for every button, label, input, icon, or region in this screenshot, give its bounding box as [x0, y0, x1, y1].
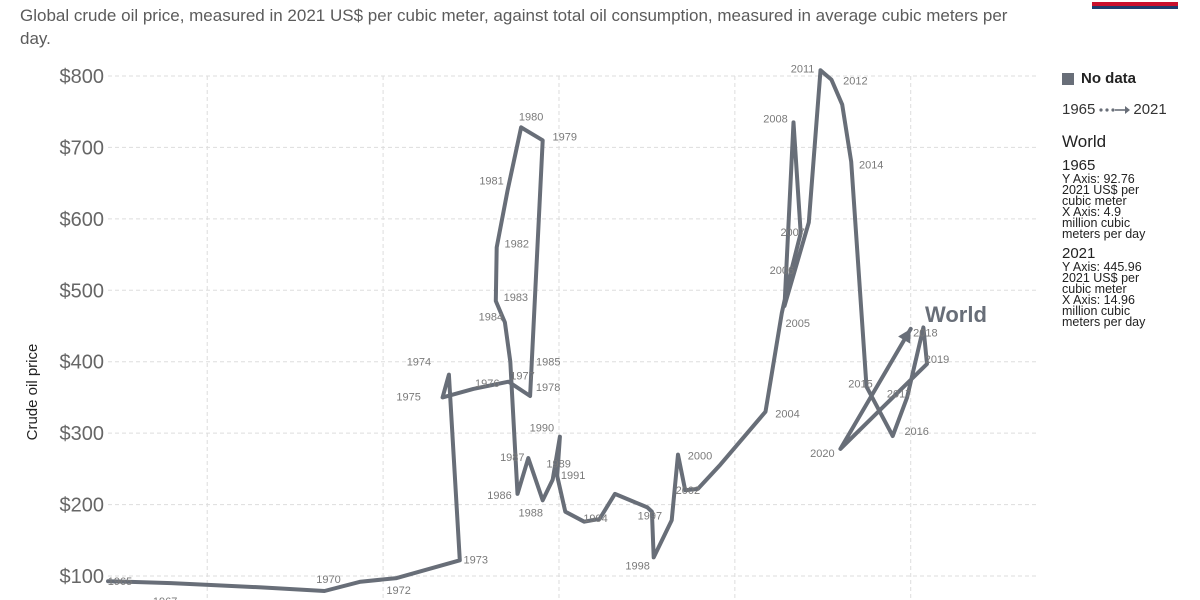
end-line: 2021 US$ per — [1062, 271, 1140, 285]
end-line: meters per day — [1062, 315, 1146, 329]
year-label: 1985 — [536, 357, 560, 369]
series-world[interactable] — [106, 68, 929, 593]
year-label: 2016 — [904, 426, 928, 438]
start-year: 1965 — [1062, 157, 1096, 174]
year-label: 2011 — [791, 63, 815, 75]
year-label: 1974 — [407, 357, 431, 369]
series-line-world — [106, 68, 929, 593]
time-range[interactable]: 1965 2021 — [1062, 101, 1192, 118]
year-label: 2017 — [887, 388, 911, 400]
year-label: 1973 — [464, 554, 488, 566]
year-label: 2012 — [843, 76, 867, 88]
y-tick-label: $200 — [60, 495, 105, 517]
legend-nodata[interactable]: No data — [1062, 70, 1192, 87]
year-label: 1980 — [519, 111, 543, 123]
y-tick-label: $300 — [60, 423, 105, 445]
year-label: 1979 — [552, 131, 576, 143]
entity-name: World — [1062, 132, 1107, 151]
end-line: X Axis: 14.96 — [1062, 293, 1135, 307]
year-label: 2014 — [859, 160, 883, 172]
year-label: 1982 — [504, 238, 528, 250]
time-start: 1965 — [1062, 101, 1096, 118]
year-label: 2007 — [780, 227, 804, 239]
flag-icon — [1092, 0, 1178, 9]
year-label: 1989 — [546, 459, 570, 471]
time-end: 2021 — [1133, 101, 1167, 118]
year-label: 1990 — [530, 423, 554, 435]
year-label: 1970 — [316, 574, 340, 586]
y-tick-label: $500 — [60, 280, 105, 302]
year-label: 1972 — [386, 585, 410, 597]
nodata-label: No data — [1081, 70, 1137, 87]
year-labels: 1965196719681969197019721973197419751976… — [108, 63, 949, 600]
start-line: Y Axis: 92.76 — [1062, 172, 1135, 186]
end-line: cubic meter — [1062, 282, 1127, 296]
year-label: 1991 — [561, 470, 585, 482]
year-label: 1986 — [487, 490, 511, 502]
y-tick-label: $600 — [60, 209, 105, 231]
year-label: 2002 — [676, 485, 700, 497]
y-tick-label: $400 — [60, 352, 105, 374]
end-year: 2021 — [1062, 245, 1096, 262]
start-line: cubic meter — [1062, 194, 1127, 208]
end-line: million cubic — [1062, 304, 1131, 318]
start-detail: 1965 Y Axis: 92.76 2021 US$ per cubic me… — [1062, 157, 1192, 241]
year-label: 1975 — [396, 391, 420, 403]
end-line: Y Axis: 445.96 — [1062, 260, 1142, 274]
year-label: 2006 — [770, 265, 794, 277]
start-line: million cubic — [1062, 216, 1131, 230]
year-label: 2019 — [925, 354, 949, 366]
time-arrow-icon — [1098, 105, 1131, 115]
year-label: 1987 — [500, 452, 524, 464]
year-label: 2018 — [913, 327, 937, 339]
nodata-swatch — [1062, 72, 1074, 85]
y-axis: $100 $200 $300 $400 $500 $600 $700 $800 — [60, 66, 105, 588]
year-label: 1981 — [479, 175, 503, 187]
year-label: 1988 — [518, 507, 542, 519]
start-line: meters per day — [1062, 227, 1146, 241]
end-detail: 2021 Y Axis: 445.96 2021 US$ per cubic m… — [1062, 245, 1192, 329]
chart-subtitle: Global crude oil price, measured in 2021… — [20, 6, 1008, 48]
year-label: 1994 — [583, 513, 607, 525]
year-label: 2015 — [848, 379, 872, 391]
y-tick-label: $100 — [60, 566, 105, 588]
y-tick-label: $800 — [60, 66, 105, 88]
year-label: 2008 — [763, 113, 787, 125]
chart-grid — [108, 75, 1037, 600]
year-label: 1978 — [536, 382, 560, 394]
year-label: 2000 — [688, 451, 712, 463]
year-label: 1977 — [510, 371, 534, 383]
year-label: 1976 — [475, 378, 499, 390]
start-line: X Axis: 4.9 — [1062, 205, 1122, 219]
series-label-world[interactable]: World — [925, 302, 987, 327]
year-label: 1965 — [108, 576, 132, 588]
year-label: 1998 — [625, 560, 649, 572]
legend-panel: No data 1965 2021 World 1965 Y Axis: 92.… — [1062, 70, 1192, 328]
year-label: 1997 — [638, 511, 662, 523]
year-label: 2020 — [810, 448, 834, 460]
year-label: 1984 — [479, 311, 503, 323]
year-label: 2004 — [775, 409, 799, 421]
series-end-arrow — [898, 328, 911, 344]
year-label: 2005 — [786, 318, 810, 330]
year-label: 1967 — [153, 596, 177, 600]
y-axis-label: Crude oil price — [24, 344, 41, 441]
y-tick-label: $700 — [60, 137, 105, 159]
start-line: 2021 US$ per — [1062, 183, 1140, 197]
year-label: 1983 — [504, 292, 528, 304]
